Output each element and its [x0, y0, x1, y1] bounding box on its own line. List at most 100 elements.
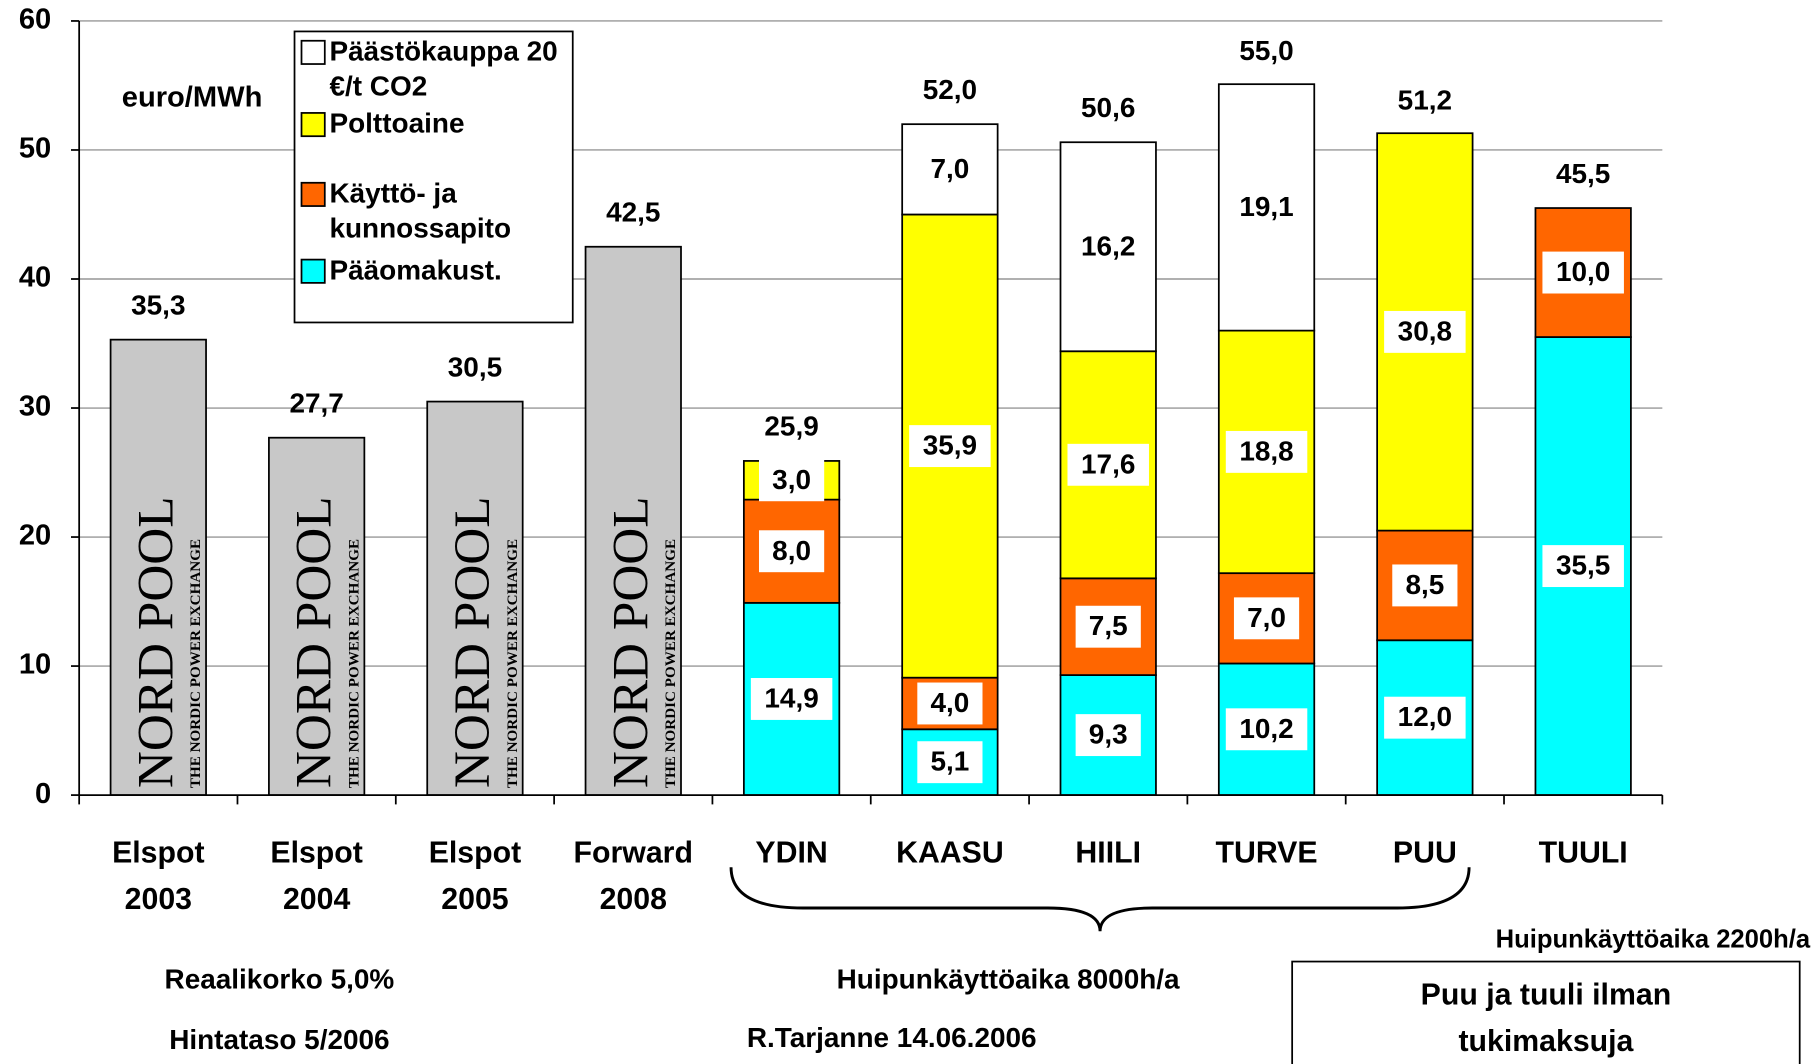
- total-label: 27,7: [289, 387, 343, 418]
- y-tick-label: 20: [19, 520, 51, 552]
- legend-label-box: Pääomakust.: [329, 255, 501, 286]
- y-tick-label: 60: [19, 4, 51, 36]
- total-label: 35,3: [131, 289, 185, 320]
- value-label-bg: [758, 459, 825, 502]
- logo-text: NORD POOL: [286, 496, 343, 788]
- grid: 0 10 20 30 40 50 60 Elspot 2003 Elspot 2004 Elspo…: [19, 4, 1664, 917]
- value-label-bg: [1542, 251, 1624, 294]
- value-label: 35,9: [923, 430, 977, 461]
- x-tick-label-box: Elspot 2005: [429, 835, 521, 916]
- x-tick-label-box: YDIN: [755, 835, 827, 870]
- legend-label: Käyttö- ja kunnossapito: [329, 178, 512, 245]
- value-label: 30,8: [1398, 315, 1452, 346]
- total-label: 55,0: [1239, 35, 1293, 66]
- y-tick-label: 10: [19, 649, 51, 681]
- value-label: 17,6: [1081, 448, 1135, 479]
- x-tick-label: PUU: [1392, 834, 1457, 870]
- value-label-bg: [1392, 564, 1458, 607]
- note: Huipunkäyttöaika 8000h/a: [837, 964, 1180, 995]
- value-label-bg: [758, 530, 825, 573]
- value-label-bg: [917, 682, 983, 725]
- logo-subtext: THE NORDIC POWER EXCHANGE: [663, 539, 679, 788]
- x-tick-label: Forward 2008: [573, 834, 693, 917]
- value-label-bg: [750, 678, 833, 720]
- logo-text: NORD POOL: [127, 496, 184, 788]
- value-label: 9,3: [1089, 719, 1128, 750]
- value-label: 5,1: [930, 746, 969, 777]
- note-box: [1291, 960, 1801, 1064]
- value-label-bg: [1225, 708, 1308, 751]
- legend-label: Polttoaine: [329, 108, 465, 140]
- value-label: 10,2: [1239, 713, 1293, 744]
- value-label: 8,5: [1405, 569, 1444, 600]
- x-tick-label: KAASU: [896, 834, 1004, 870]
- legend-swatch: [300, 258, 326, 284]
- legend: Pääomakust. Käyttö- ja kunnossapito Poltto…: [300, 36, 558, 286]
- value-label-bg: [909, 425, 991, 468]
- x-tick-label-box: Elspot 2004: [270, 835, 362, 916]
- value-label-bg: [1067, 443, 1149, 486]
- legend-label: Päästökauppa 20 €/t CO2: [329, 36, 558, 103]
- value-label-bg: [1075, 714, 1141, 757]
- legend-label-box: Päästökauppa 20 €/t CO2: [329, 36, 558, 103]
- legend-swatch: [300, 39, 326, 65]
- logo-text: NORD POOL: [444, 496, 501, 788]
- value-label-bg: [1225, 430, 1308, 473]
- x-tick-label: TUULI: [1538, 834, 1628, 870]
- note: Puu ja tuuli ilman tukimaksuja: [1420, 976, 1672, 1059]
- value-label-bg: [1075, 605, 1141, 648]
- value-label: 14,9: [764, 683, 818, 714]
- logo-subtext: THE NORDIC POWER EXCHANGE: [505, 539, 521, 788]
- price-bar: [584, 245, 682, 796]
- total-label: 30,5: [448, 351, 502, 382]
- legend-label-box: Käyttö- ja kunnossapito: [329, 178, 512, 245]
- x-tick-label-box: Forward 2008: [573, 834, 693, 917]
- x-tick-label-box: TURVE: [1215, 834, 1318, 870]
- y-tick-label: 50: [19, 133, 51, 165]
- value-label: 35,5: [1556, 550, 1610, 581]
- legend-label-box: Polttoaine: [329, 108, 465, 140]
- bars: NORD POOL THE NORDIC POWER EXCHANGE35,3NO…: [109, 35, 1632, 796]
- total-label: 52,0: [923, 74, 977, 105]
- note: Huipunkäyttöaika 2200h/a: [1496, 925, 1811, 953]
- value-label: 12,0: [1398, 701, 1452, 732]
- price-bar: [109, 338, 207, 796]
- total-label: 42,5: [606, 197, 660, 228]
- price-bar: [426, 400, 524, 796]
- price-bar: [268, 436, 366, 796]
- total-label: 51,2: [1398, 84, 1452, 115]
- value-label: 16,2: [1081, 230, 1135, 261]
- value-label-bg: [1542, 545, 1624, 588]
- value-label: 7,0: [930, 153, 969, 184]
- value-label-bg: [1225, 186, 1308, 229]
- value-label: 7,0: [1247, 602, 1286, 633]
- x-tick-label-box: HIILI: [1075, 834, 1142, 870]
- value-label: 4,0: [930, 687, 969, 718]
- y-tick-label: 30: [19, 391, 51, 423]
- y-axis-label: euro/MWh: [122, 82, 263, 114]
- value-label: 10,0: [1556, 256, 1610, 287]
- x-tick-label: HIILI: [1075, 834, 1142, 870]
- value-label: 7,5: [1089, 610, 1128, 641]
- group-brace: [729, 867, 1471, 932]
- value-label-bg: [1233, 597, 1300, 640]
- note: R.Tarjanne 14.06.2006: [747, 1022, 1037, 1053]
- x-tick-label-box: Elspot 2003: [112, 834, 205, 917]
- x-tick-label-box: KAASU: [896, 834, 1004, 870]
- x-tick-label: Elspot 2003: [112, 834, 205, 917]
- total-label: 50,6: [1081, 92, 1135, 123]
- total-label: 45,5: [1556, 158, 1610, 189]
- note: Reaalikorko 5,0%: [165, 964, 395, 995]
- value-label-bg: [1384, 696, 1466, 739]
- note: Hintataso 5/2006: [169, 1024, 389, 1055]
- value-label-bg: [917, 148, 983, 191]
- x-tick-label-box: TUULI: [1538, 834, 1628, 870]
- logo-subtext: THE NORDIC POWER EXCHANGE: [347, 539, 363, 788]
- value-label: 3,0: [772, 464, 811, 495]
- x-tick-label: TURVE: [1215, 834, 1318, 870]
- legend-box: [293, 30, 574, 324]
- x-tick-label-box: PUU: [1392, 834, 1457, 870]
- legend-swatch: [300, 181, 326, 207]
